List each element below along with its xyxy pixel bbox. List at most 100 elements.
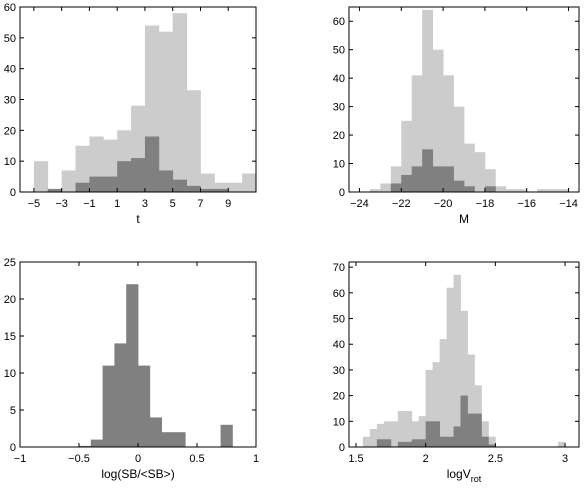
x-tick-label: 7 (197, 198, 203, 210)
x-tick-label: −24 (350, 198, 369, 210)
bar-s1-b8 (432, 166, 444, 192)
bar-s1-b10 (432, 421, 441, 447)
bar-s0-b7 (411, 421, 420, 447)
bar-s1-b13 (453, 426, 461, 447)
y-tick-label: 20 (333, 130, 345, 142)
bar-s1-b6 (103, 176, 118, 192)
bar-s1-b3 (383, 439, 392, 447)
y-tick-label: 20 (4, 294, 16, 306)
y-tick-label: 5 (10, 405, 16, 417)
bar-s0-b10 (149, 417, 162, 447)
bar-s0-b1 (369, 429, 378, 447)
bar-s1-b5 (401, 174, 413, 192)
bar-s1-b4 (75, 182, 90, 192)
x-tick-label: 1 (253, 453, 259, 465)
bar-s0-b3 (383, 421, 392, 447)
y-tick-label: 15 (4, 331, 16, 343)
bar-s1-b11 (464, 186, 475, 192)
y-tick-label: 50 (333, 314, 345, 326)
bar-s0-b2 (376, 423, 385, 448)
bar-s1-b11 (172, 179, 187, 192)
y-tick-label: 60 (4, 2, 16, 14)
bar-s0-b10 (453, 106, 465, 192)
bar-s0-b10 (158, 31, 174, 193)
bar-s0-b6 (411, 75, 423, 192)
bar-s1-b18 (488, 444, 496, 447)
x-tick-label: −0.5 (68, 453, 90, 465)
bar-s1-b13 (484, 186, 496, 192)
y-tick-label: 70 (333, 262, 345, 274)
bar-s0-b19 (547, 189, 559, 192)
y-tick-label: 10 (4, 156, 16, 168)
x-tick-label: −3 (55, 198, 68, 210)
y-tick-label: 30 (4, 95, 16, 107)
y-tick-label: 0 (10, 187, 16, 199)
bar-s0-b11 (439, 339, 447, 447)
x-tick-label: 2 (423, 453, 429, 465)
bar-s0-b11 (161, 432, 174, 447)
bar-s1-b8 (131, 158, 146, 192)
y-tick-label: 50 (333, 45, 345, 57)
bar-s0-b7 (422, 9, 434, 192)
bar-s1-b5 (89, 176, 104, 192)
bar-s0-b20 (558, 189, 569, 192)
x-tick-label: −5 (28, 198, 41, 210)
x-axis-label: log(SB/<SB>) (101, 467, 174, 481)
bar-s0-b14 (460, 310, 468, 447)
bar-s1-b10 (453, 180, 465, 192)
bar-s0-b10 (432, 362, 441, 447)
bar-s0-b9 (425, 369, 434, 447)
bar-s0-b12 (446, 287, 454, 447)
bar-s0-b9 (138, 365, 151, 447)
y-tick-label: 25 (4, 257, 16, 269)
y-tick-label: 40 (4, 64, 16, 76)
bar-s0-b8 (418, 416, 427, 447)
bar-s0-b4 (79, 445, 92, 447)
x-tick-label: −1 (14, 453, 27, 465)
x-tick-label: 3 (562, 453, 568, 465)
bar-s0-b16 (242, 173, 257, 192)
y-tick-label: 50 (4, 33, 16, 45)
y-tick-label: 0 (10, 442, 16, 454)
bar-s1-b13 (200, 188, 215, 192)
bar-s0-b7 (114, 343, 127, 447)
y-tick-label: 40 (333, 339, 345, 351)
x-tick-label: −14 (559, 198, 578, 210)
bar-s0-b16 (516, 189, 528, 192)
bar-s0-b4 (390, 421, 399, 447)
bar-s0-b12 (173, 432, 186, 447)
bar-s1-b10 (158, 170, 174, 192)
y-tick-label: 10 (333, 159, 345, 171)
bar-s1-b11 (439, 436, 447, 447)
bar-s0-b13 (484, 169, 496, 192)
axes-box (348, 6, 580, 193)
bar-s0-b6 (404, 411, 413, 447)
x-tick-label: −20 (434, 198, 453, 210)
x-tick-label: 1.5 (348, 453, 363, 465)
y-tick-label: 60 (333, 288, 345, 300)
x-axis-label: logVrot (447, 467, 482, 484)
x-tick-label: −18 (476, 198, 495, 210)
bar-s1-b7 (117, 161, 132, 192)
bar-s1-b2 (47, 188, 63, 192)
x-axis-label-sub: rot (471, 474, 482, 484)
bar-s0-b11 (172, 13, 187, 193)
bar-s1-b15 (467, 413, 475, 447)
bar-s1-b6 (411, 166, 423, 192)
bar-s1-b9 (443, 166, 454, 192)
bar-s0-b9 (443, 75, 454, 192)
bar-s0-b15 (228, 182, 243, 192)
bar-s0-b6 (102, 365, 115, 447)
x-tick-label: 0 (135, 453, 141, 465)
bar-s0-b4 (75, 145, 90, 192)
y-tick-label: 40 (333, 73, 345, 85)
x-tick-label: 0.5 (189, 453, 204, 465)
bar-s1-b9 (144, 136, 160, 192)
y-tick-label: 0 (339, 187, 345, 199)
y-tick-label: 20 (4, 125, 16, 137)
x-tick-label: −16 (517, 198, 536, 210)
bar-s0-b15 (467, 354, 475, 447)
bar-s0-b3 (380, 183, 392, 192)
